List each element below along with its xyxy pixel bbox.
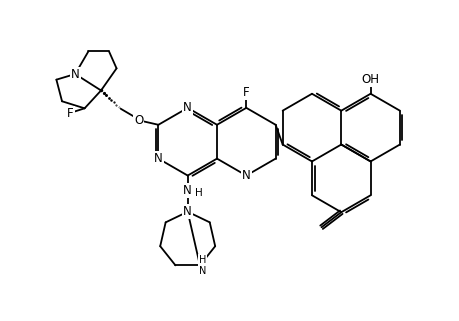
Text: F: F <box>242 86 249 99</box>
Text: H: H <box>195 188 202 198</box>
Text: N: N <box>241 169 250 182</box>
Text: O: O <box>134 114 143 126</box>
Text: N: N <box>71 67 79 81</box>
Text: N: N <box>154 152 162 165</box>
Text: OH: OH <box>361 73 379 86</box>
Text: N: N <box>183 205 192 218</box>
Text: N: N <box>183 101 192 114</box>
Text: F: F <box>67 107 73 119</box>
Text: H
N: H N <box>198 255 206 276</box>
Text: N: N <box>183 184 192 197</box>
